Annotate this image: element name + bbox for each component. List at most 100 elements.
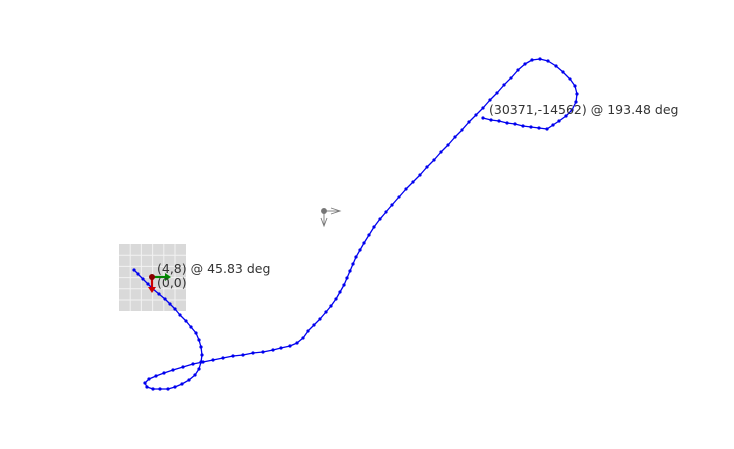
trajectory-point [173,307,177,311]
trajectory-point [384,210,388,214]
trajectory-point [184,319,188,323]
camera-vertical-arrow-icon [320,217,328,228]
trajectory-point [193,373,197,377]
trajectory-point [570,108,574,112]
trajectory-point [157,292,161,296]
trajectory-point [354,255,358,259]
trajectory-point [334,297,338,301]
trajectory-point [231,354,235,358]
trajectory-point [132,268,136,272]
trajectory-point [271,348,275,352]
trajectory-point [529,125,533,129]
trajectory-point [545,127,549,131]
trajectory-point [568,77,572,81]
trajectory-point [557,119,561,123]
end-pose-label: (30371,-14562) @ 193.48 deg [489,102,679,117]
trajectory-point [146,282,150,286]
trajectory-point [241,353,245,357]
trajectory-point [261,350,265,354]
trajectory-points [132,57,579,391]
trajectory-point [318,317,322,321]
trajectory-point [497,119,501,123]
trajectory-point [288,344,292,348]
y-axis-arrowhead-icon [148,287,156,293]
trajectory-point [467,120,471,124]
trajectory-point [295,341,299,345]
trajectory-point [301,336,305,340]
trajectory-point [530,58,534,62]
origin-grid [119,244,186,311]
trajectory-point [189,325,193,329]
trajectory-point [516,68,520,72]
trajectory-point [173,385,177,389]
origin-label: (0,0) [157,275,187,290]
trajectory-point [481,106,485,110]
trajectory-point [523,62,527,66]
trajectory-point [178,313,182,317]
trajectory-point [390,203,394,207]
origin-axes-icon [148,273,171,293]
trajectory-point [425,165,429,169]
trajectory-point [551,123,555,127]
trajectory-point [474,113,478,117]
trajectory-point [358,248,362,252]
trajectory-point [367,233,371,237]
trajectory-point [136,272,140,276]
trajectory-point [561,70,565,74]
trajectory-point [171,368,175,372]
trajectory-point [312,323,316,327]
trajectory-point [481,116,485,120]
trajectory-point [200,353,204,357]
trajectory-point [162,371,166,375]
start-pose-label: (4,8) @ 45.83 deg [157,261,271,276]
x-axis-arrowhead-icon [165,273,171,281]
trajectory-point [453,135,457,139]
trajectory-point [201,360,205,364]
trajectory-point [446,143,450,147]
trajectory-point [342,283,346,287]
trajectory-point [574,100,578,104]
trajectory-point [537,126,541,130]
trajectory-point [181,365,185,369]
trajectory-point [509,76,513,80]
camera-horizontal-arrow-icon [330,207,342,215]
trajectory-point [324,310,328,314]
trajectory-point [221,356,225,360]
trajectory-point [279,346,283,350]
trajectory-point [163,297,167,301]
trajectory-point [513,122,517,126]
trajectory-point [495,91,499,95]
trajectory-point [521,124,525,128]
trajectory-point [432,158,436,162]
trajectory-point [439,150,443,154]
trajectory-point [166,387,170,391]
trajectory-point [141,277,145,281]
trajectory-point [143,381,147,385]
camera-widget-icon[interactable] [320,207,342,228]
trajectory-point [404,187,408,191]
trajectory-point [194,331,198,335]
trajectory-point [460,128,464,132]
trajectory-point [505,121,509,125]
trajectory-point [372,225,376,229]
trajectory-point [147,377,151,381]
trajectory-point [158,387,162,391]
trajectory-point [575,92,579,96]
trajectory-point [564,114,568,118]
origin-marker-icon [149,274,155,280]
trajectory-point [168,302,172,306]
trajectory-point [502,83,506,87]
trajectory-point [191,362,195,366]
trajectory-point [538,57,542,61]
trajectory-point [411,180,415,184]
trajectory-point [197,338,201,342]
trajectory-point [573,84,577,88]
trajectory-point [351,262,355,266]
trajectory-point [338,290,342,294]
trajectory-point [362,241,366,245]
trajectory-point [554,64,558,68]
trajectory-point [180,382,184,386]
trajectory-point [489,118,493,122]
